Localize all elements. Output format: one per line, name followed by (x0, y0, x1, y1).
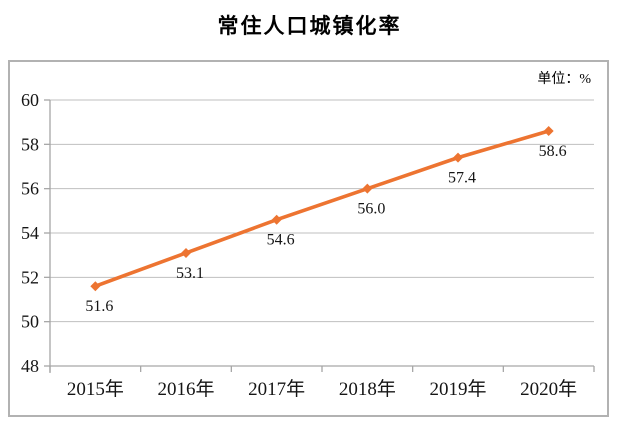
y-tick-label: 48 (21, 356, 39, 376)
data-point-marker (181, 247, 191, 258)
y-tick-label: 58 (21, 134, 39, 154)
x-tick-label: 2020年 (520, 378, 577, 400)
data-label: 57.4 (448, 170, 476, 187)
x-tick-label: 2015年 (67, 378, 124, 400)
plot-svg: 48 50 52 54 56 58 60 2015年 2016年 2017年 2018年 2019年 2… (21, 90, 595, 400)
data-label: 58.6 (539, 143, 567, 160)
y-tick-label: 56 (21, 179, 39, 199)
y-tick-label: 50 (21, 312, 39, 332)
series-line (93, 129, 551, 288)
y-tick-label: 60 (21, 90, 39, 110)
x-tick-label: 2016年 (157, 378, 214, 400)
data-label: 54.6 (267, 232, 295, 249)
y-tick-label: 54 (21, 223, 39, 243)
y-tick-label: 52 (21, 267, 39, 287)
chart-area: 单位：% 48 50 52 54 56 58 60 2015年 2016年 2017年 2018年 2… (8, 60, 609, 417)
data-point-marker (362, 183, 373, 194)
x-tick-label: 2017年 (248, 378, 305, 400)
data-label: 53.1 (176, 265, 204, 282)
data-label: 56.0 (357, 201, 385, 218)
data-point-marker (543, 126, 554, 137)
data-point-marker (453, 152, 463, 163)
x-tick-label: 2019年 (429, 378, 486, 400)
data-point-marker (271, 214, 282, 225)
data-label: 51.6 (85, 298, 113, 315)
data-point-marker (90, 281, 101, 292)
x-tick-label: 2018年 (339, 378, 396, 400)
chart-title: 常住人口城镇化率 (217, 15, 402, 38)
unit-label: 单位：% (537, 72, 591, 87)
